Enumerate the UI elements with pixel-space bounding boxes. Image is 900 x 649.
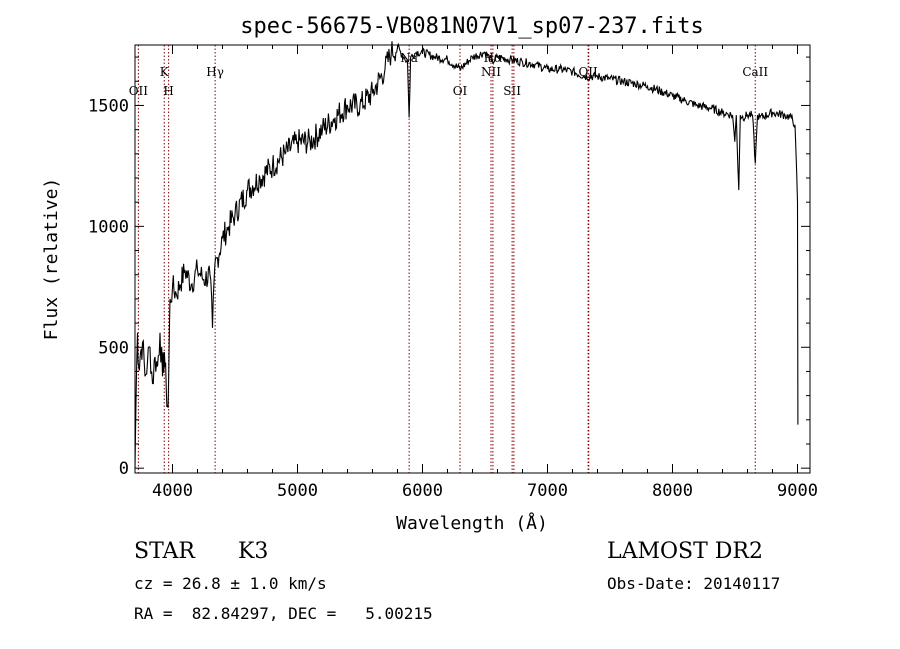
object-class: STAR bbox=[134, 539, 195, 564]
x-tick-label-9000: 9000 bbox=[777, 481, 818, 501]
survey-name: LAMOST DR2 bbox=[607, 539, 763, 564]
line-marker-label-4: Na bbox=[400, 51, 418, 65]
y-tick-label-1000: 1000 bbox=[88, 217, 129, 237]
x-tick-label-5000: 5000 bbox=[277, 481, 318, 501]
x-tick-label-6000: 6000 bbox=[402, 481, 443, 501]
y-tick-label-0: 0 bbox=[119, 459, 129, 479]
redshift-text: cz = 26.8 ± 1.0 km/s bbox=[134, 574, 327, 593]
y-axis-label: Flux (relative) bbox=[41, 178, 62, 341]
line-marker-label-1: K bbox=[160, 65, 170, 79]
spectrum-series-line bbox=[134, 41, 799, 469]
line-marker-label-6: NII bbox=[481, 65, 501, 79]
coordinates-text: RA = 82.84297, DEC = 5.00215 bbox=[134, 604, 433, 623]
line-marker-label-3: Hγ bbox=[206, 65, 224, 79]
y-tick-label-1500: 1500 bbox=[88, 96, 129, 116]
x-tick-label-7000: 7000 bbox=[527, 481, 568, 501]
line-marker-label-5: OI bbox=[453, 84, 468, 98]
x-tick-label-4000: 4000 bbox=[152, 481, 193, 501]
line-marker-label-2: H bbox=[163, 84, 173, 98]
y-tick-label-500: 500 bbox=[98, 338, 129, 358]
chart-title: spec-56675-VB081N07V1_sp07-237.fits bbox=[240, 14, 704, 39]
line-marker-label-0: OII bbox=[129, 84, 149, 98]
x-axis-label: Wavelength (Å) bbox=[396, 512, 548, 534]
observation-date: Obs-Date: 20140117 bbox=[607, 574, 781, 593]
line-marker-label-8: SII bbox=[503, 84, 521, 98]
axes-layer: 4000 5000 6000 7000 8000 9000 0 500 1000 1500 bbox=[88, 44, 818, 501]
line-marker-label-12: CaII bbox=[742, 65, 768, 79]
series-layer bbox=[134, 41, 799, 469]
x-tick-label-8000: 8000 bbox=[652, 481, 693, 501]
spectral-subclass: K3 bbox=[238, 539, 269, 564]
